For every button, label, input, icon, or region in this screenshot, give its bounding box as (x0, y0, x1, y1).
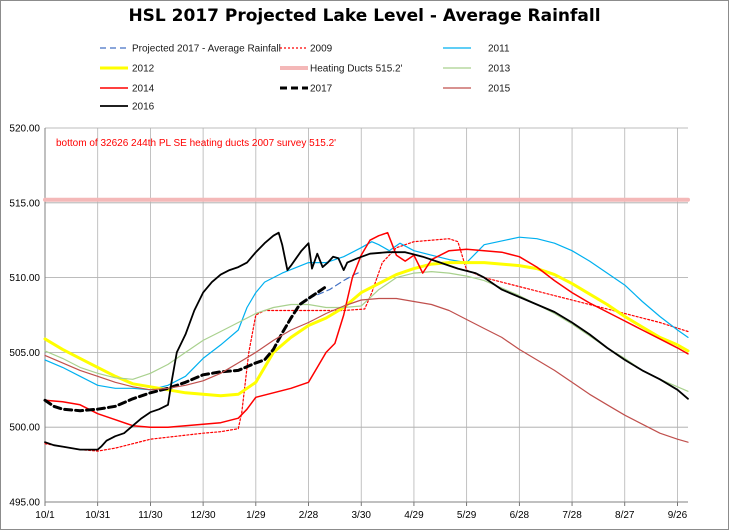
x-tick-label: 7/28 (562, 510, 582, 521)
x-tick-label: 8/27 (615, 510, 635, 521)
y-tick-label: 520.00 (9, 124, 40, 135)
y-tick-label: 515.00 (9, 198, 40, 209)
series-line-2014 (44, 231, 689, 428)
y-tick-label: 505.00 (9, 348, 40, 359)
x-tick-label: 11/30 (138, 510, 163, 521)
series-line-2016 (44, 231, 689, 451)
x-tick-label: 1/29 (246, 510, 266, 521)
legend-label-heating-ducts-515-2: Heating Ducts 515.2' (310, 64, 403, 75)
x-tick-label: 10/31 (85, 510, 110, 521)
x-tick-label: 10/1 (35, 510, 55, 521)
legend-label-2014: 2014 (132, 84, 155, 95)
y-tick-label: 500.00 (9, 423, 40, 434)
gridlines (44, 127, 688, 503)
chart-title: HSL 2017 Projected Lake Level - Average … (128, 6, 601, 26)
y-tick-label: 495.00 (9, 498, 40, 509)
legend-label-2017: 2017 (310, 84, 333, 95)
series-line-2013 (44, 271, 689, 392)
legend-label-2009: 2009 (310, 44, 333, 55)
legend-label-2011: 2011 (488, 44, 510, 55)
legend-label-2016: 2016 (132, 102, 155, 113)
series-line-2017 (43, 285, 328, 413)
x-tick-label: 9/26 (668, 510, 688, 521)
series-line-2009 (44, 238, 689, 452)
legend-label-2015: 2015 (488, 84, 511, 95)
legend-label-projected-2017-average-rainfall: Projected 2017 - Average Rainfall (132, 44, 281, 55)
x-tick-label: 12/30 (191, 510, 216, 521)
series-line-projected-2017-average-rainfall (307, 271, 362, 300)
legend-label-2013: 2013 (488, 64, 511, 75)
x-tick-label: 3/30 (351, 510, 371, 521)
series-line-2012 (43, 261, 690, 398)
x-tick-label: 5/29 (457, 510, 477, 521)
x-tick-label: 6/28 (510, 510, 530, 521)
axes: 495.00 500.00 505.00 510.00 515.00 520.00 10/1… (9, 124, 688, 521)
y-tick-label: 510.00 (9, 273, 40, 284)
legend: Projected 2017 - Average Rainfall 2009 201… (100, 44, 511, 113)
x-tick-label: 4/29 (404, 510, 424, 521)
x-tick-label: 2/28 (299, 510, 319, 521)
series-lines (43, 197, 690, 452)
heating-ducts-annotation: bottom of 32626 244th PL SE heating duct… (56, 138, 336, 149)
series-line-2015 (44, 297, 689, 443)
legend-label-2012: 2012 (132, 64, 155, 75)
series-line-2011 (44, 236, 689, 391)
